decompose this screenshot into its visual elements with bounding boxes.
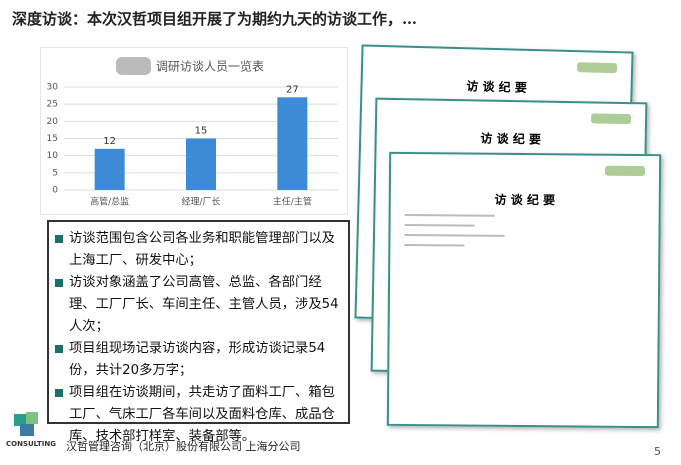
y-tick-label: 10 xyxy=(47,151,59,161)
y-tick-label: 30 xyxy=(47,83,59,93)
y-tick-label: 0 xyxy=(52,186,58,196)
slide-title: 深度访谈：本次汉哲项目组开展了为期约九天的访谈工作，… xyxy=(12,10,418,28)
logo-icon xyxy=(14,412,38,436)
value-label: 27 xyxy=(286,84,299,95)
chart-title: 调研访谈人员一览表 xyxy=(156,59,264,74)
bullet: 项目组现场记录访谈内容，形成访谈记录54份，共计20多万字； xyxy=(55,338,342,382)
x-tick-label: 经理/厂长 xyxy=(181,196,220,208)
bullet: 项目组在访谈期间，共走访了面料工厂、箱包工厂、气床工厂各车间以及面料仓库、成品仓… xyxy=(55,382,342,448)
y-tick-label: 5 xyxy=(52,168,58,178)
bullet: 访谈范围包含公司各业务和职能管理部门以及上海工厂、研发中心； xyxy=(55,228,342,272)
doc-line xyxy=(404,233,505,237)
bullet: 访谈对象涵盖了公司高管、总监、各部门经理、工厂厂长、车间主任、主管人员，涉及54… xyxy=(55,272,342,338)
document: 访 谈 纪 要 xyxy=(386,151,662,429)
doc-line xyxy=(404,243,465,247)
chart: 调研访谈人员一览表 0 5 10 15 20 25 30 高管/总监 12 经理/厂长 15 主任/主… xyxy=(40,47,348,215)
bar xyxy=(94,148,125,190)
value-label: 12 xyxy=(103,136,116,147)
blur-patch xyxy=(116,57,151,75)
y-tick-label: 25 xyxy=(47,100,58,110)
y-tick-label: 15 xyxy=(47,134,58,144)
doc-title: 访 谈 纪 要 xyxy=(494,192,556,208)
bar xyxy=(277,97,308,190)
page-number: 5 xyxy=(654,445,661,458)
x-tick-label: 高管/总监 xyxy=(90,196,129,208)
doc-logo xyxy=(590,113,632,125)
bar xyxy=(186,138,216,190)
doc-title: 访 谈 纪 要 xyxy=(480,131,542,147)
logo-text: CONSULTING xyxy=(6,440,56,448)
doc-line xyxy=(404,213,495,217)
doc-logo xyxy=(576,62,618,74)
x-tick-label: 主任/主管 xyxy=(273,196,312,208)
bullet-box: 访谈范围包含公司各业务和职能管理部门以及上海工厂、研发中心； 访谈对象涵盖了公司高… xyxy=(47,220,350,444)
y-tick-label: 20 xyxy=(47,117,59,127)
doc-logo xyxy=(605,165,646,177)
doc-line xyxy=(404,223,475,227)
doc-title: 访 谈 纪 要 xyxy=(466,79,528,95)
company-name: 汉哲管理咨询（北京）股份有限公司 上海分公司 xyxy=(66,440,301,453)
value-label: 15 xyxy=(195,126,208,137)
